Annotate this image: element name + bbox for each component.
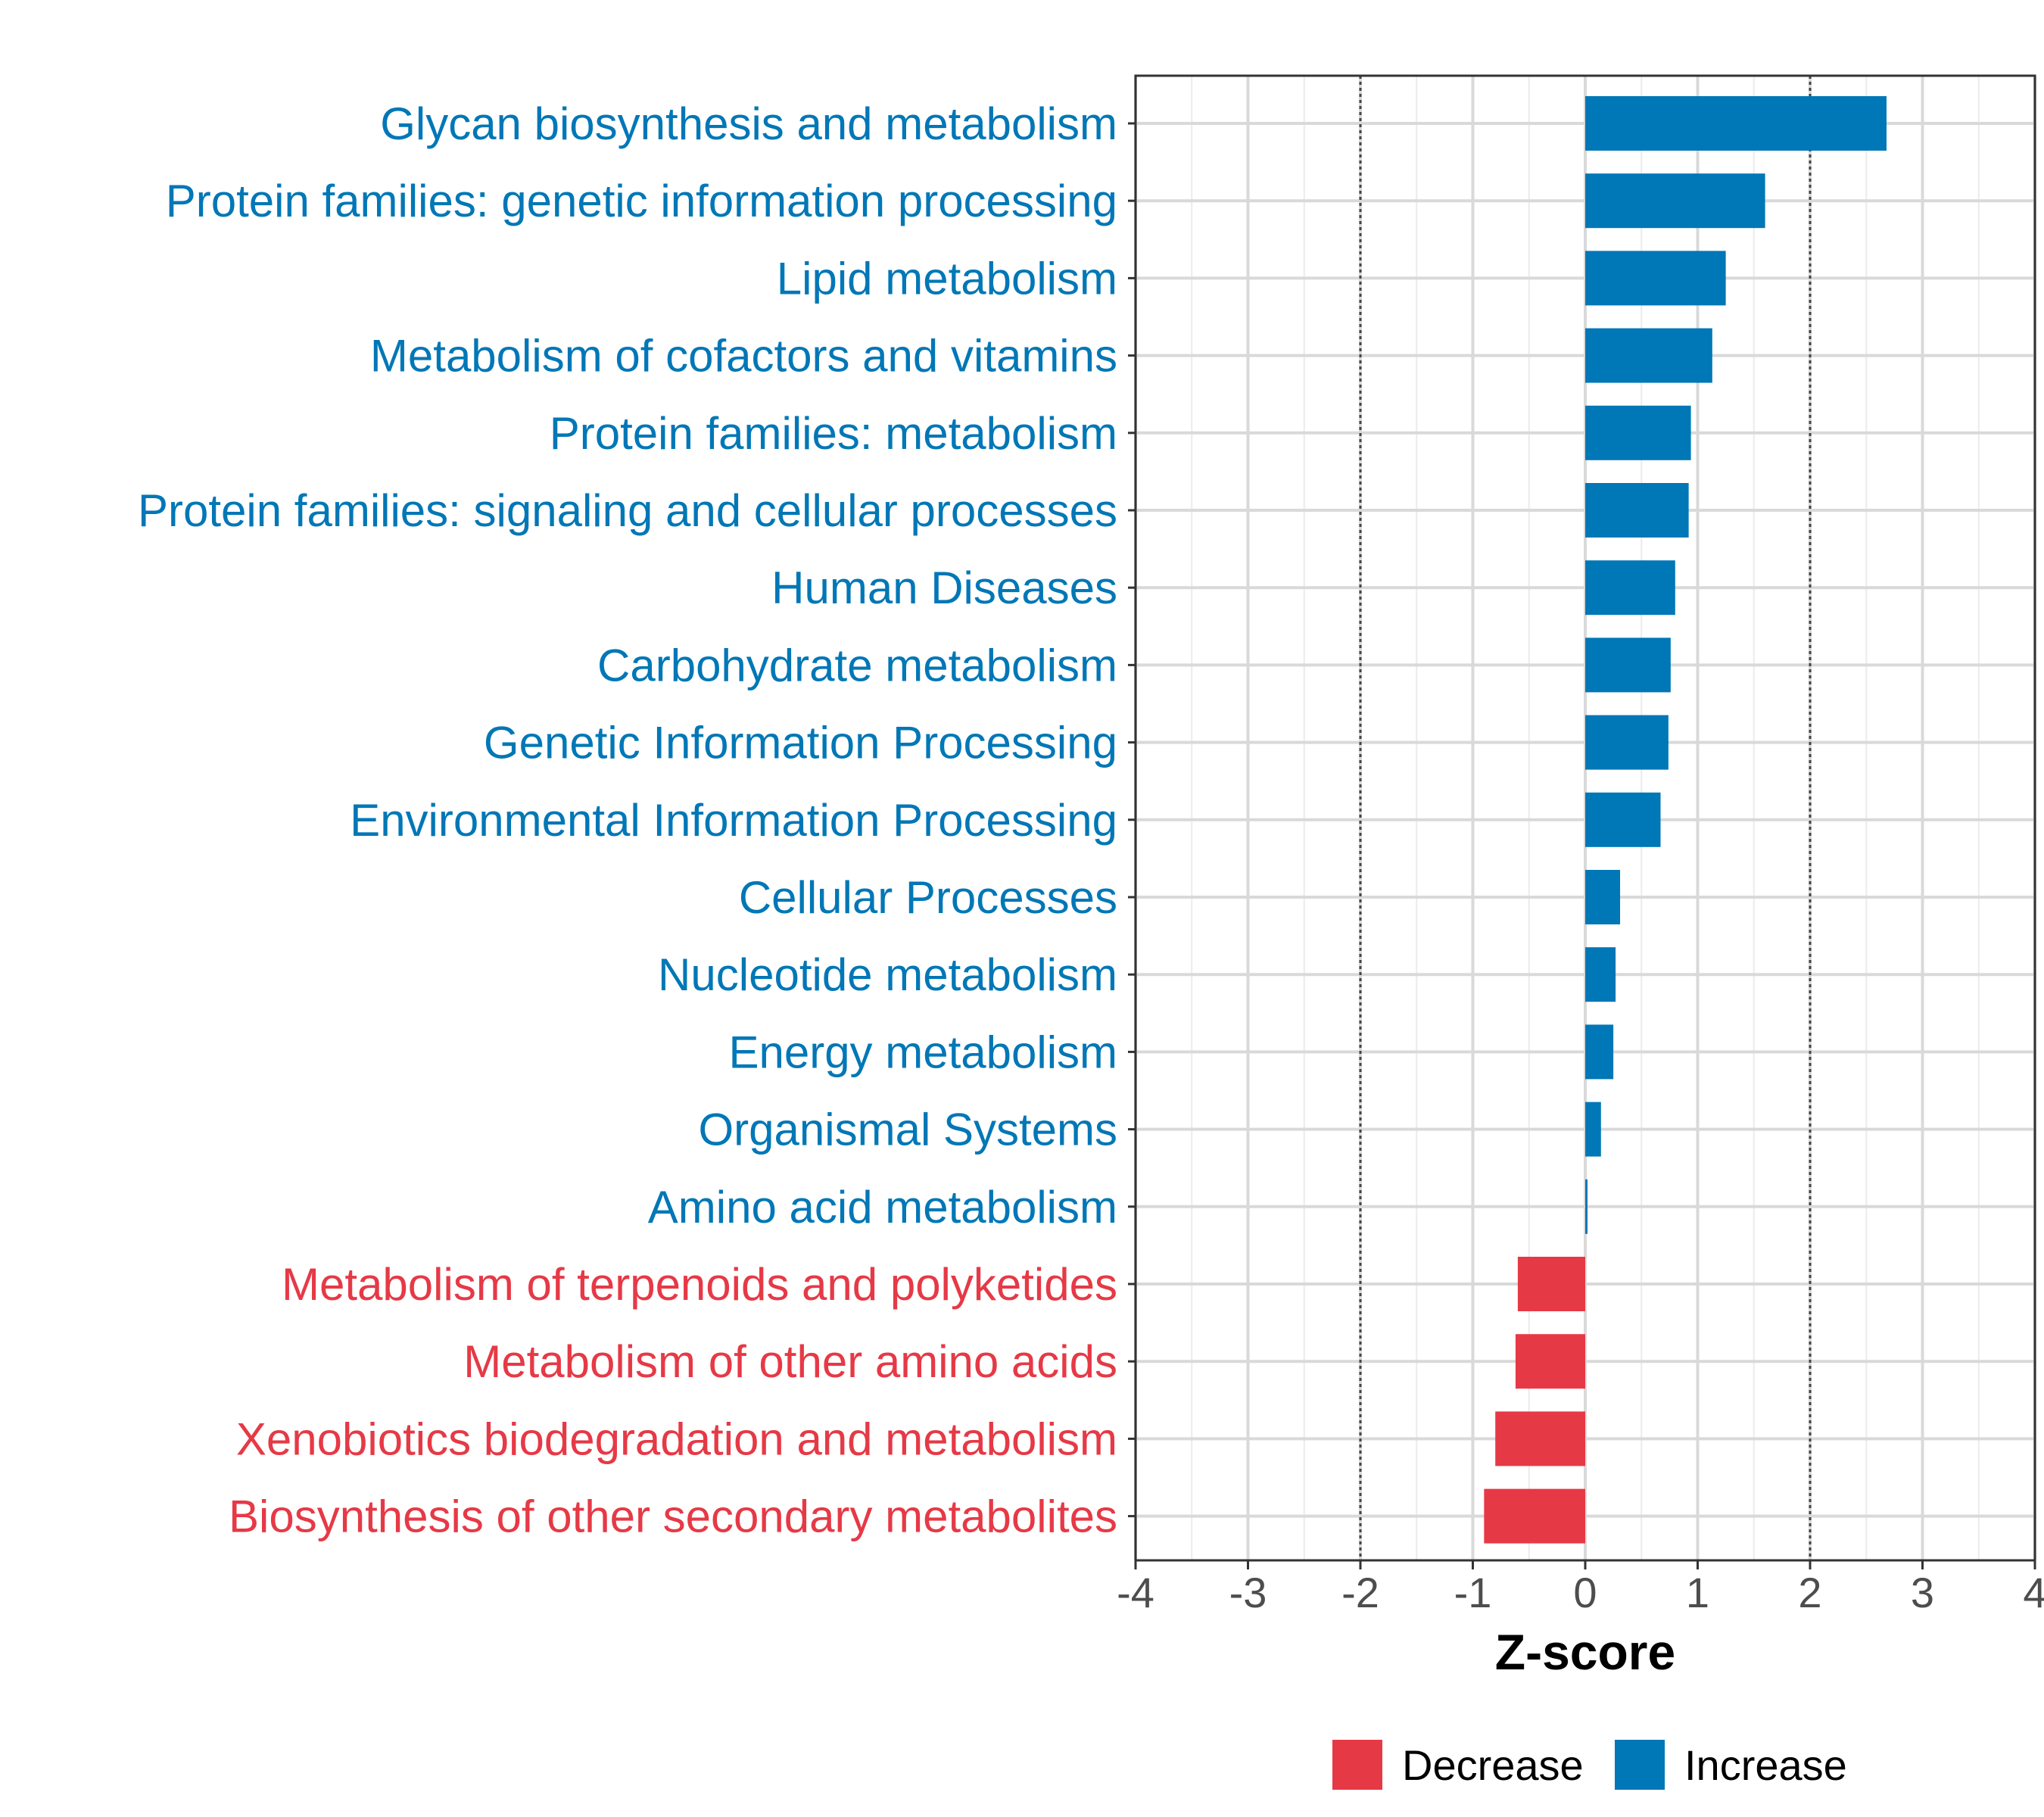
bar — [1585, 483, 1689, 538]
bar — [1585, 870, 1621, 924]
bar — [1517, 1257, 1585, 1311]
x-tick-label: -1 — [1454, 1569, 1492, 1616]
category-label: Environmental Information Processing — [350, 795, 1117, 846]
bar — [1585, 715, 1669, 770]
bars — [1484, 96, 1887, 1544]
bar — [1585, 1024, 1614, 1080]
category-label: Biosynthesis of other secondary metaboli… — [229, 1491, 1117, 1542]
bar — [1585, 1179, 1588, 1234]
legend: Decrease Increase — [1332, 1740, 1847, 1790]
legend-label-increase: Increase — [1684, 1741, 1847, 1789]
legend-label-decrease: Decrease — [1402, 1741, 1584, 1789]
bar — [1585, 947, 1616, 1002]
x-tick-label: -4 — [1117, 1569, 1154, 1616]
x-tick-label: -3 — [1229, 1569, 1267, 1616]
category-label: Metabolism of cofactors and vitamins — [370, 331, 1117, 382]
category-label: Carbohydrate metabolism — [597, 640, 1117, 690]
x-tick-label: -2 — [1341, 1569, 1379, 1616]
bar — [1585, 792, 1661, 847]
x-axis-tick-labels: -4 -3 -2 -1 0 1 2 3 4 — [1117, 1569, 2044, 1616]
category-label: Energy metabolism — [728, 1027, 1117, 1077]
category-label: Lipid metabolism — [777, 253, 1117, 304]
legend-key-increase — [1615, 1740, 1665, 1790]
bar — [1585, 173, 1765, 229]
category-label: Protein families: genetic information pr… — [166, 176, 1117, 226]
category-label: Amino acid metabolism — [648, 1182, 1117, 1233]
category-label: Metabolism of terpenoids and polyketides — [282, 1259, 1117, 1310]
y-axis-ticks — [1128, 122, 1136, 1518]
category-label: Genetic Information Processing — [484, 718, 1117, 768]
x-tick-label: 0 — [1573, 1569, 1597, 1616]
category-label: Xenobiotics biodegradation and metabolis… — [236, 1413, 1117, 1464]
x-tick-label: 1 — [1686, 1569, 1709, 1616]
legend-key-decrease — [1332, 1740, 1382, 1790]
bar — [1585, 96, 1887, 151]
category-label: Glycan biosynthesis and metabolism — [380, 98, 1117, 149]
bar — [1585, 251, 1726, 306]
bar — [1585, 1102, 1601, 1157]
x-axis-ticks — [1134, 1560, 2036, 1569]
reference-lines — [1359, 76, 1812, 1560]
bar — [1585, 328, 1712, 383]
x-tick-label: 2 — [1798, 1569, 1821, 1616]
category-label: Cellular Processes — [739, 872, 1117, 923]
category-label: Human Diseases — [771, 563, 1117, 613]
category-label: Metabolism of other amino acids — [463, 1336, 1117, 1387]
x-tick-label: 4 — [2023, 1569, 2044, 1616]
x-tick-label: 3 — [1911, 1569, 1934, 1616]
category-label: Protein families: signaling and cellular… — [138, 485, 1117, 536]
bar — [1495, 1411, 1585, 1466]
category-label: Organismal Systems — [699, 1105, 1117, 1155]
bar — [1585, 560, 1675, 616]
x-axis-title: Z-score — [1495, 1624, 1675, 1680]
category-label: Nucleotide metabolism — [658, 949, 1117, 1000]
category-label: Protein families: metabolism — [550, 408, 1117, 459]
bar — [1585, 405, 1691, 460]
y-axis-category-labels: Glycan biosynthesis and metabolism Protei… — [138, 98, 1117, 1542]
bar — [1484, 1488, 1585, 1544]
bar — [1585, 637, 1671, 693]
bar — [1515, 1334, 1585, 1389]
